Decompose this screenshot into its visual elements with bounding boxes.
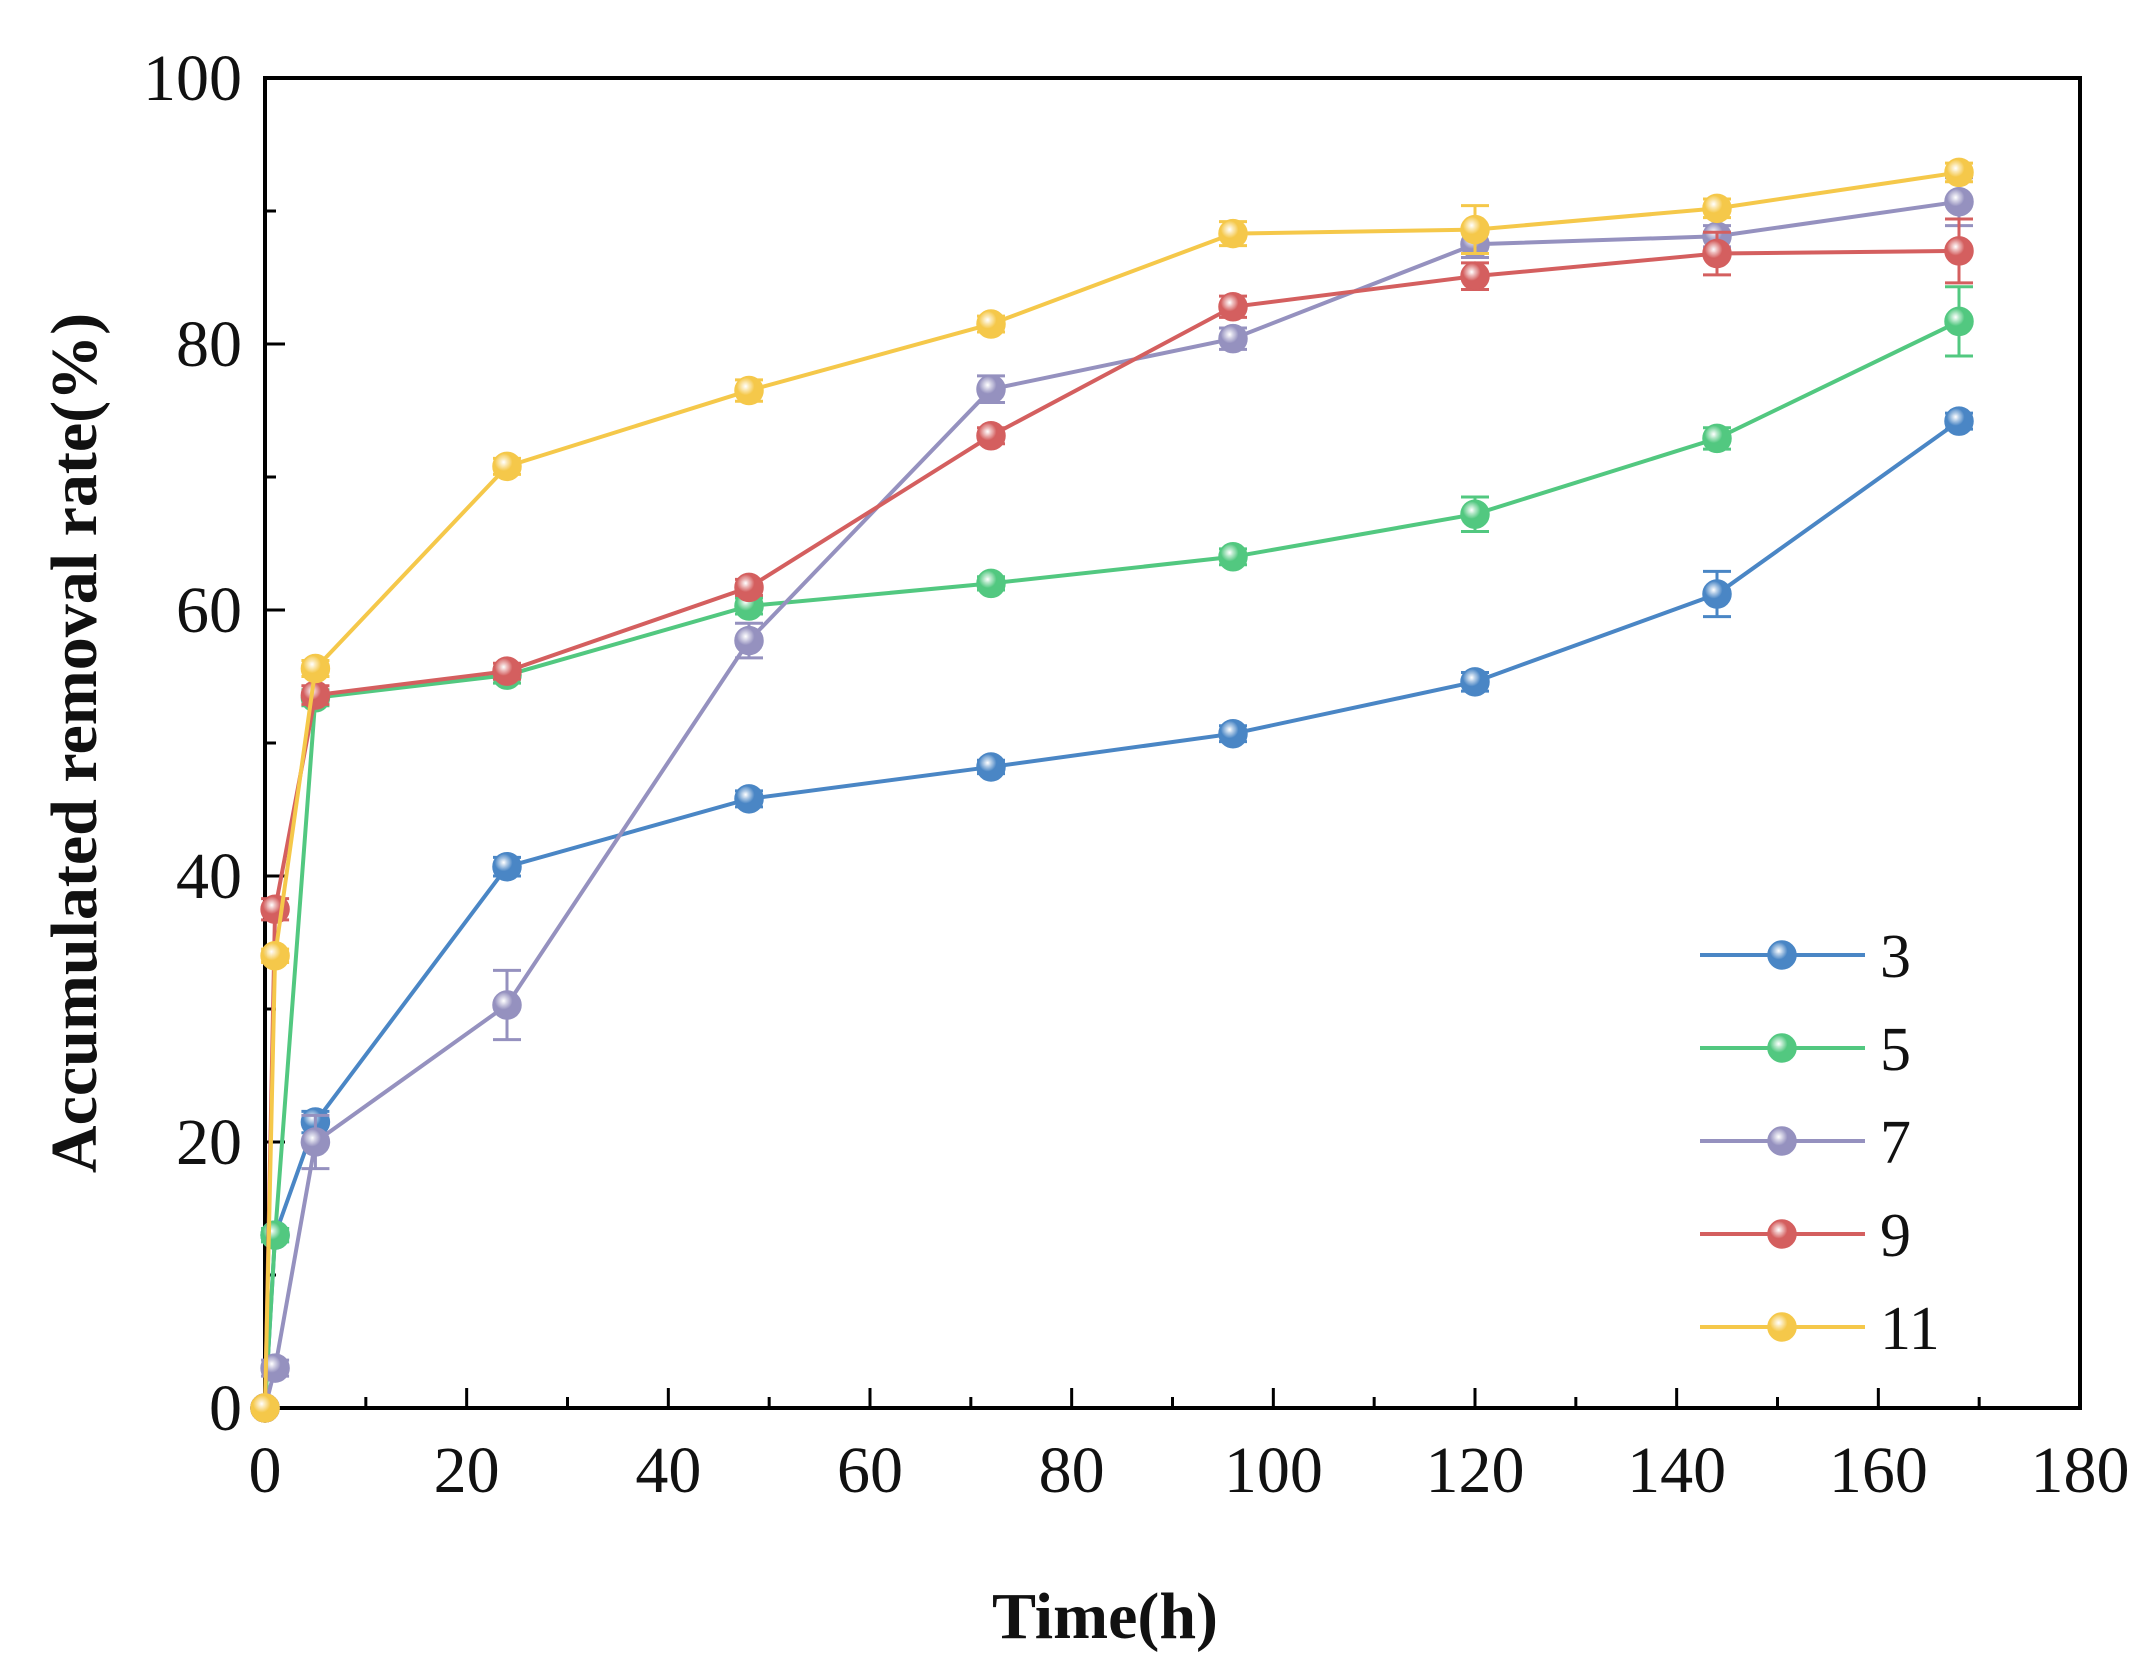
x-tick-label: 60 [837,1434,903,1507]
data-point [1218,323,1248,354]
y-tick-label: 80 [176,308,242,381]
legend-marker [1767,1312,1797,1342]
data-point [1218,718,1248,749]
data-point [260,1353,290,1383]
data-point [976,421,1006,451]
series-layer [250,157,1974,1423]
data-point [492,656,522,686]
x-tick-labels: 0 20 40 60 80 100 120 140 160 180 [249,1434,2130,1507]
data-point [734,625,764,656]
x-tick-label: 180 [2031,1434,2130,1507]
y-tick-label: 40 [176,840,242,913]
data-point [734,784,764,814]
series-line [263,419,1961,1409]
y-axis-title: Accumulated removal rate(%) [38,313,111,1173]
data-point [1702,193,1732,224]
x-tick-label: 20 [434,1434,500,1507]
legend-marker [1767,1126,1797,1156]
x-tick-label: 160 [1829,1434,1928,1507]
data-point [492,851,522,882]
data-point [976,568,1006,599]
data-point [1944,406,1974,436]
data-point [734,375,764,406]
series-line [263,199,1960,1409]
data-point [1702,238,1732,269]
series-9 [250,217,1974,1423]
data-point [1944,157,1974,188]
data-point [1460,667,1490,697]
series-line [263,170,1960,1409]
legend: 3 5 7 9 11 [1700,923,1940,1363]
legend-item-7: 7 [1700,1109,1911,1177]
y-tick-labels: 0 20 40 60 80 100 [143,42,242,1445]
legend-item-5: 5 [1700,1016,1911,1084]
legend-item-3: 3 [1700,923,1911,991]
y-tick-label: 100 [143,42,242,115]
series-3 [250,406,1974,1423]
legend-marker [1767,1033,1797,1063]
series-line [263,319,1960,1409]
legend-label: 7 [1880,1109,1911,1177]
legend-label: 3 [1880,923,1911,991]
y-tick-label: 0 [209,1372,242,1445]
data-point [1460,499,1490,529]
data-point [1944,236,1974,266]
legend-item-9: 9 [1700,1202,1911,1270]
data-point [300,680,331,710]
y-tick-label: 60 [176,574,242,647]
series-11 [250,157,1974,1423]
legend-label: 9 [1880,1202,1911,1270]
legend-marker [1767,940,1797,970]
data-point [976,309,1006,339]
x-tick-label: 120 [1426,1434,1525,1507]
data-point [492,451,522,482]
data-point [1218,542,1248,572]
data-point [250,1393,280,1423]
data-point [300,1127,331,1157]
data-point [300,653,331,684]
legend-item-11: 11 [1700,1295,1940,1363]
x-tick-label: 140 [1627,1434,1726,1507]
data-point [1702,579,1732,609]
legend-label: 11 [1880,1295,1940,1363]
data-point [1218,218,1248,249]
data-point [1460,214,1490,245]
axes-ticks [263,76,2082,1410]
data-point [492,990,522,1020]
data-point [1460,261,1490,291]
legend-label: 5 [1880,1016,1911,1084]
data-point [1702,423,1732,454]
legend-marker [1767,1219,1797,1249]
x-tick-label: 100 [1224,1434,1323,1507]
data-point [734,572,764,603]
data-point [260,941,290,971]
x-tick-label: 80 [1039,1434,1105,1507]
data-point [1218,292,1248,322]
data-point [976,752,1006,782]
x-tick-label: 0 [249,1434,282,1507]
y-tick-label: 20 [176,1106,242,1179]
data-point [976,374,1006,404]
x-tick-label: 40 [635,1434,701,1507]
data-point [260,1220,290,1250]
data-point [1944,306,1974,337]
data-point [1944,186,1974,217]
x-axis-title: Time(h) [992,1580,1218,1653]
